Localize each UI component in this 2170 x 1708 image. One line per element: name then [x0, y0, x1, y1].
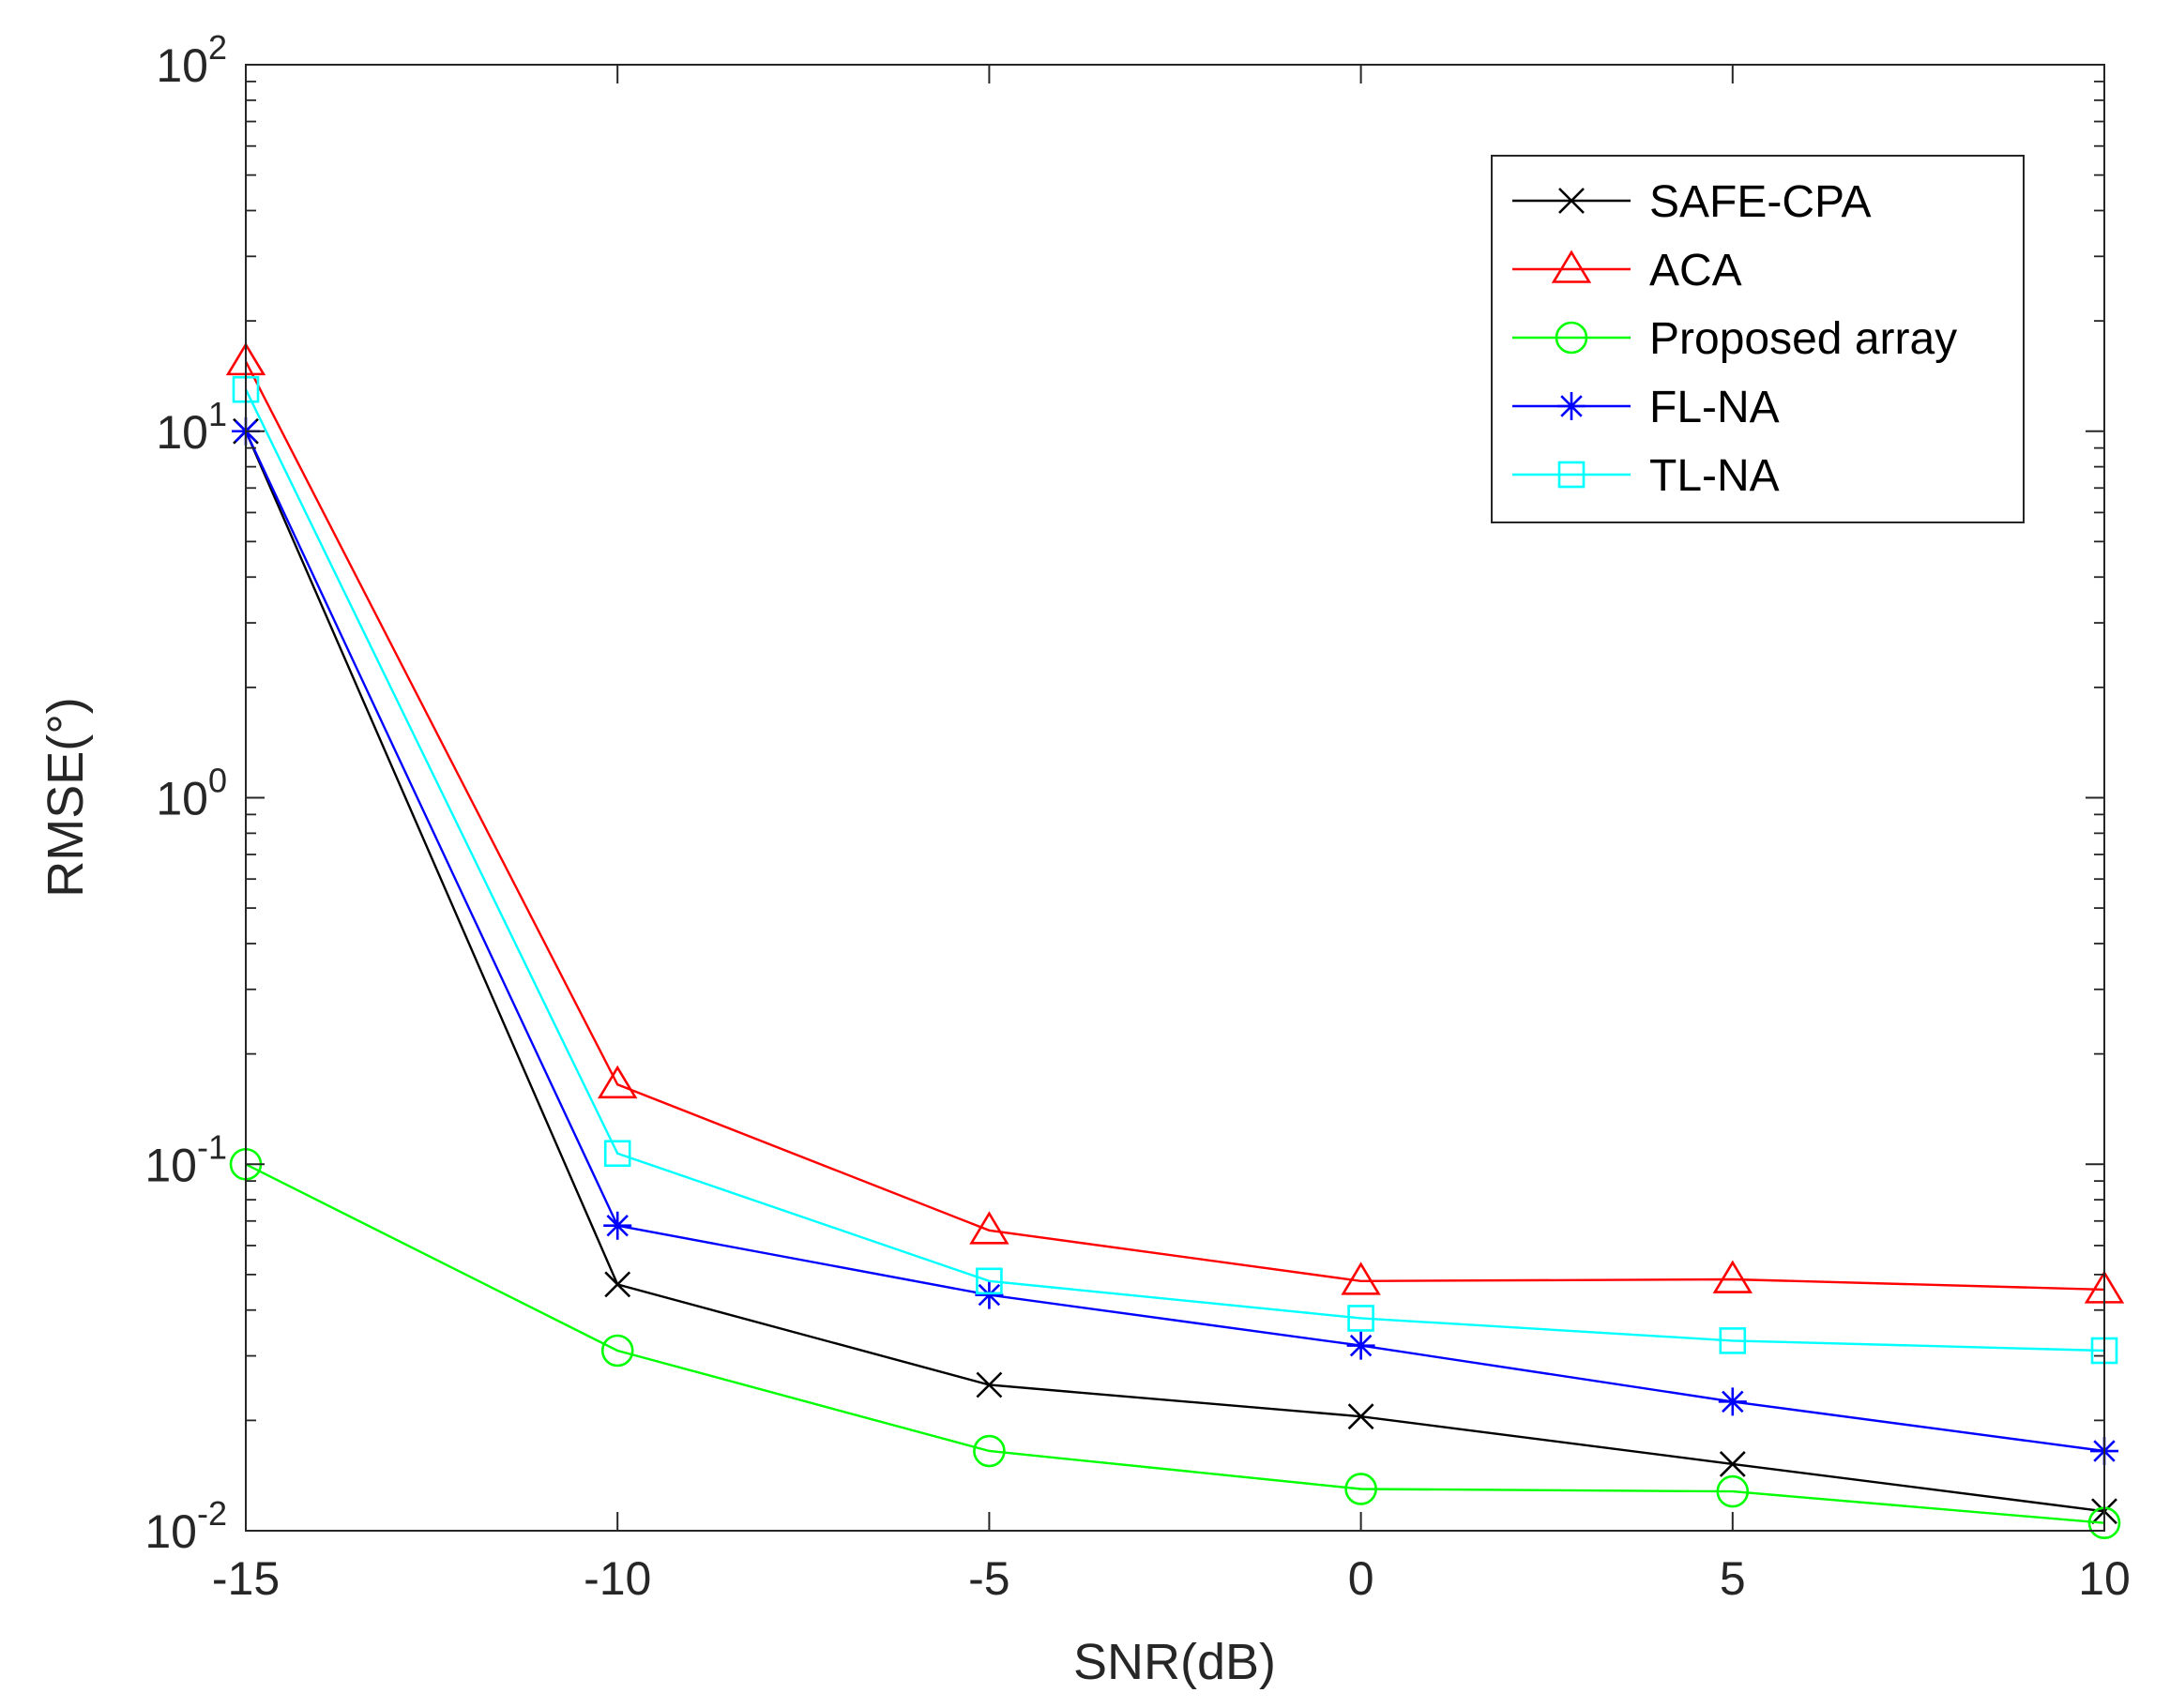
series-layer [225, 341, 2125, 1540]
data-point-1-3 [976, 1371, 1003, 1398]
series-line-4 [244, 431, 2105, 1453]
series-line-5 [244, 388, 2105, 1353]
data-point-3-2 [600, 1334, 634, 1368]
legend-label-1: SAFE-CPA [1649, 177, 1871, 227]
legend-marker-4 [1557, 392, 1586, 420]
y-axis-label: RMSE(°) [38, 697, 94, 898]
legend-label-4: FL-NA [1649, 383, 1780, 432]
y-tick-exponent: 2 [208, 28, 227, 67]
y-tick-exponent: 0 [208, 762, 227, 800]
x-tick-label: 5 [1720, 1552, 1746, 1605]
data-point-4-3 [975, 1280, 1004, 1309]
y-tick-label: 102 [156, 28, 227, 92]
y-tick-exponent: 1 [208, 395, 227, 433]
data-point-4-4 [1346, 1331, 1375, 1360]
legend: SAFE-CPA ACA Proposed array FL-NA TL-NA [1491, 155, 2025, 523]
x-tick-label: -10 [584, 1552, 651, 1605]
data-point-3-3 [973, 1434, 1006, 1468]
data-point-2-5 [1712, 1260, 1753, 1293]
data-point-1-2 [604, 1271, 631, 1298]
series-line-3 [245, 1163, 2105, 1524]
data-point-5-2 [603, 1140, 631, 1168]
data-point-5-3 [976, 1267, 1003, 1295]
legend-marker-5 [1557, 461, 1586, 489]
data-point-3-5 [1716, 1474, 1750, 1508]
y-tick-base: 10 [156, 406, 208, 459]
data-point-5-5 [1719, 1327, 1747, 1354]
y-tick-base: 10 [144, 1505, 197, 1558]
data-point-3-4 [1344, 1473, 1377, 1505]
legend-marker-1 [1558, 188, 1585, 214]
y-tick-label: 10-2 [144, 1494, 227, 1558]
legend-marker-2 [1551, 249, 1592, 283]
y-tick-exponent: -2 [197, 1494, 227, 1533]
data-point-5-4 [1347, 1305, 1374, 1332]
x-tick-label: -15 [212, 1552, 280, 1605]
data-point-2-3 [969, 1211, 1009, 1245]
x-axis-label: SNR(dB) [1073, 1634, 1276, 1690]
x-tick-label: 10 [2078, 1552, 2131, 1605]
legend-marker-3 [1555, 321, 1588, 355]
y-tick-label: 101 [156, 395, 227, 459]
legend-label-5: TL-NA [1649, 451, 1780, 501]
y-tick-exponent: -1 [197, 1127, 227, 1166]
x-tick-label: 0 [1348, 1552, 1374, 1605]
y-tick-base: 10 [156, 773, 208, 825]
data-point-4-5 [1718, 1387, 1747, 1416]
y-tick-base: 10 [144, 1139, 197, 1191]
data-point-4-2 [603, 1211, 632, 1240]
data-point-1-4 [1347, 1403, 1374, 1430]
y-tick-label: 100 [156, 762, 227, 825]
legend-label-2: ACA [1649, 246, 1742, 295]
data-point-2-4 [1341, 1262, 1381, 1295]
y-tick-label: 10-1 [144, 1127, 227, 1191]
data-point-1-5 [1719, 1451, 1746, 1477]
data-point-2-2 [598, 1065, 638, 1099]
series-line-2 [244, 360, 2105, 1292]
x-tick-label: -5 [968, 1552, 1009, 1605]
series-line-1 [244, 431, 2105, 1513]
legend-label-3: Proposed array [1649, 314, 1957, 364]
y-tick-base: 10 [156, 39, 208, 92]
